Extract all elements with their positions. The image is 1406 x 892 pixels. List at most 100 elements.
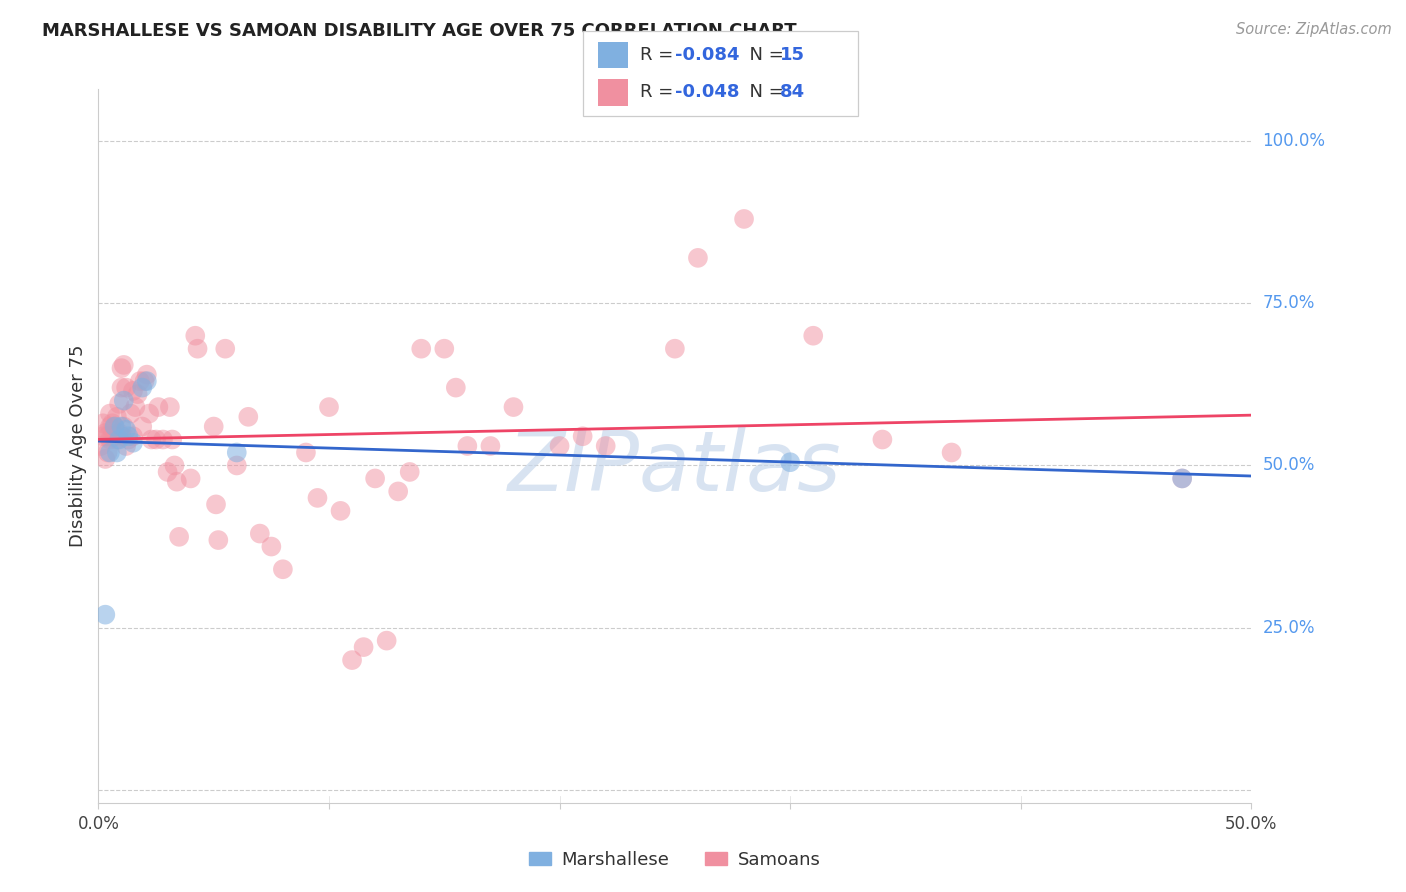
- Point: [91, 429, 114, 443]
- Point: [225, 458, 247, 473]
- Point: [108, 425, 131, 440]
- Point: [1171, 471, 1194, 485]
- Point: [115, 423, 138, 437]
- Point: [122, 384, 145, 398]
- Point: [202, 419, 225, 434]
- Point: [329, 504, 352, 518]
- Text: 50.0%: 50.0%: [1263, 457, 1315, 475]
- Point: [131, 381, 153, 395]
- Point: [110, 419, 132, 434]
- Point: [664, 342, 686, 356]
- Point: [103, 419, 125, 434]
- Point: [295, 445, 318, 459]
- Point: [112, 393, 135, 408]
- Point: [595, 439, 617, 453]
- Point: [97, 429, 120, 443]
- Point: [101, 417, 124, 431]
- Point: [138, 407, 160, 421]
- Point: [548, 439, 571, 453]
- Point: [117, 429, 139, 443]
- Point: [398, 465, 420, 479]
- Point: [101, 429, 124, 443]
- Point: [187, 342, 209, 356]
- Point: [115, 381, 138, 395]
- Text: 25.0%: 25.0%: [1263, 619, 1315, 637]
- Point: [387, 484, 409, 499]
- Point: [207, 533, 229, 547]
- Point: [94, 607, 117, 622]
- Point: [184, 328, 207, 343]
- Point: [340, 653, 363, 667]
- Point: [307, 491, 329, 505]
- Point: [353, 640, 375, 654]
- Point: [364, 471, 387, 485]
- Point: [108, 433, 131, 447]
- Point: [163, 458, 186, 473]
- Text: 100.0%: 100.0%: [1263, 132, 1326, 150]
- Point: [1171, 471, 1194, 485]
- Text: R =: R =: [640, 46, 679, 64]
- Text: Source: ZipAtlas.com: Source: ZipAtlas.com: [1236, 22, 1392, 37]
- Point: [479, 439, 502, 453]
- Point: [122, 435, 145, 450]
- Point: [160, 433, 183, 447]
- Point: [98, 407, 121, 421]
- Point: [167, 530, 190, 544]
- Y-axis label: Disability Age Over 75: Disability Age Over 75: [69, 344, 87, 548]
- Point: [134, 374, 156, 388]
- Point: [456, 439, 478, 453]
- Point: [411, 342, 433, 356]
- Legend: Marshallese, Samoans: Marshallese, Samoans: [522, 844, 828, 876]
- Point: [159, 400, 181, 414]
- Text: -0.084: -0.084: [675, 46, 740, 64]
- Point: [225, 445, 247, 459]
- Point: [110, 429, 132, 443]
- Point: [141, 433, 163, 447]
- Point: [260, 540, 283, 554]
- Point: [145, 433, 167, 447]
- Point: [124, 400, 146, 414]
- Text: ZIPatlas: ZIPatlas: [508, 427, 842, 508]
- Point: [502, 400, 524, 414]
- Text: R =: R =: [640, 83, 679, 101]
- Point: [249, 526, 271, 541]
- Text: N =: N =: [738, 46, 790, 64]
- Point: [103, 419, 125, 434]
- Point: [733, 211, 755, 226]
- Point: [115, 439, 138, 453]
- Point: [180, 471, 202, 485]
- Point: [91, 417, 114, 431]
- Text: 84: 84: [780, 83, 806, 101]
- Point: [131, 419, 153, 434]
- Point: [98, 419, 121, 434]
- Point: [433, 342, 456, 356]
- Point: [444, 381, 467, 395]
- Text: 75.0%: 75.0%: [1263, 294, 1315, 312]
- Point: [205, 497, 228, 511]
- Text: 15: 15: [780, 46, 806, 64]
- Point: [941, 445, 963, 459]
- Point: [122, 429, 145, 443]
- Point: [166, 475, 188, 489]
- Point: [127, 387, 149, 401]
- Point: [94, 425, 117, 440]
- Point: [108, 397, 131, 411]
- Point: [318, 400, 340, 414]
- Text: MARSHALLESE VS SAMOAN DISABILITY AGE OVER 75 CORRELATION CHART: MARSHALLESE VS SAMOAN DISABILITY AGE OVE…: [42, 22, 797, 40]
- Point: [872, 433, 894, 447]
- Point: [97, 445, 120, 459]
- Point: [214, 342, 236, 356]
- Point: [686, 251, 709, 265]
- Point: [271, 562, 294, 576]
- Point: [105, 445, 128, 459]
- Point: [152, 433, 174, 447]
- Point: [801, 328, 824, 343]
- Point: [90, 439, 112, 453]
- Point: [129, 374, 152, 388]
- Point: [120, 407, 142, 421]
- Point: [105, 409, 128, 424]
- Point: [779, 455, 801, 469]
- Point: [98, 433, 121, 447]
- Text: -0.048: -0.048: [675, 83, 740, 101]
- Point: [148, 400, 170, 414]
